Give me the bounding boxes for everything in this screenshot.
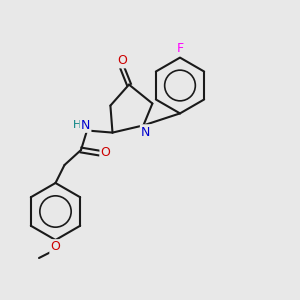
Text: F: F [176, 42, 184, 55]
Text: O: O [118, 54, 127, 67]
Text: H: H [73, 120, 82, 130]
Text: O: O [101, 146, 110, 160]
Text: O: O [51, 240, 60, 254]
Text: N: N [141, 125, 151, 139]
Text: N: N [81, 118, 90, 132]
